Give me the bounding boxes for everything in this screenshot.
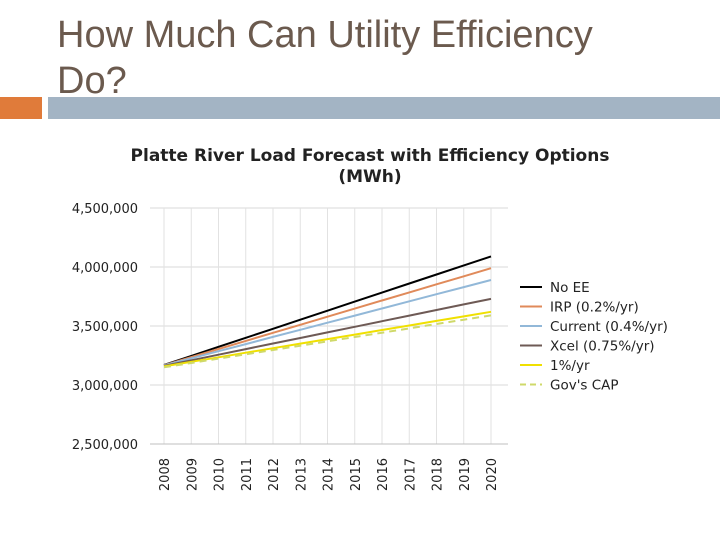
legend-label-2: Current (0.4%/yr)	[550, 319, 668, 335]
legend-label-0: No EE	[550, 280, 590, 296]
x-tick-label: 2018	[431, 458, 446, 491]
legend-label-1: IRP (0.2%/yr)	[550, 300, 639, 316]
series-line-0	[163, 255, 492, 366]
x-tick-label: 2014	[322, 458, 337, 491]
legend-label-5: Gov's CAP	[550, 378, 619, 394]
slide-title-line1: How Much Can Utility Efficiency	[57, 14, 593, 56]
series-line-3	[163, 297, 492, 367]
chart-title-line1: Platte River Load Forecast with Efficien…	[130, 146, 610, 166]
x-tick-label: 2011	[240, 458, 255, 491]
slide-title-line2: Do?	[57, 60, 127, 102]
header-bar	[48, 97, 720, 119]
x-tick-label: 2019	[458, 458, 473, 491]
chart-title-line2: (MWh)	[338, 167, 402, 187]
x-tick-label: 2010	[213, 458, 228, 491]
accent-block	[0, 97, 42, 119]
x-tick-label: 2016	[376, 458, 391, 491]
y-tick-label: 2,500,000	[72, 438, 138, 453]
series-line-4	[163, 310, 492, 368]
x-tick-label: 2020	[485, 458, 500, 491]
y-tick-label: 4,500,000	[72, 202, 138, 217]
y-tick-label: 4,000,000	[72, 261, 138, 276]
x-tick-label: 2017	[403, 458, 418, 491]
series-line-2	[163, 279, 492, 367]
x-tick-label: 2008	[158, 458, 173, 491]
x-tick-label: 2013	[294, 458, 309, 491]
slide-title: How Much Can Utility Efficiency Do?	[57, 12, 677, 104]
legend-label-3: Xcel (0.75%/yr)	[550, 339, 655, 355]
x-tick-label: 2012	[267, 458, 282, 491]
legend-label-4: 1%/yr	[550, 358, 590, 374]
series-line-1	[163, 267, 492, 367]
chart-title: Platte River Load Forecast with Efficien…	[130, 146, 610, 188]
y-tick-label: 3,500,000	[72, 320, 138, 335]
x-tick-label: 2015	[349, 458, 364, 491]
y-tick-label: 3,000,000	[72, 379, 138, 394]
x-tick-label: 2009	[185, 458, 200, 491]
